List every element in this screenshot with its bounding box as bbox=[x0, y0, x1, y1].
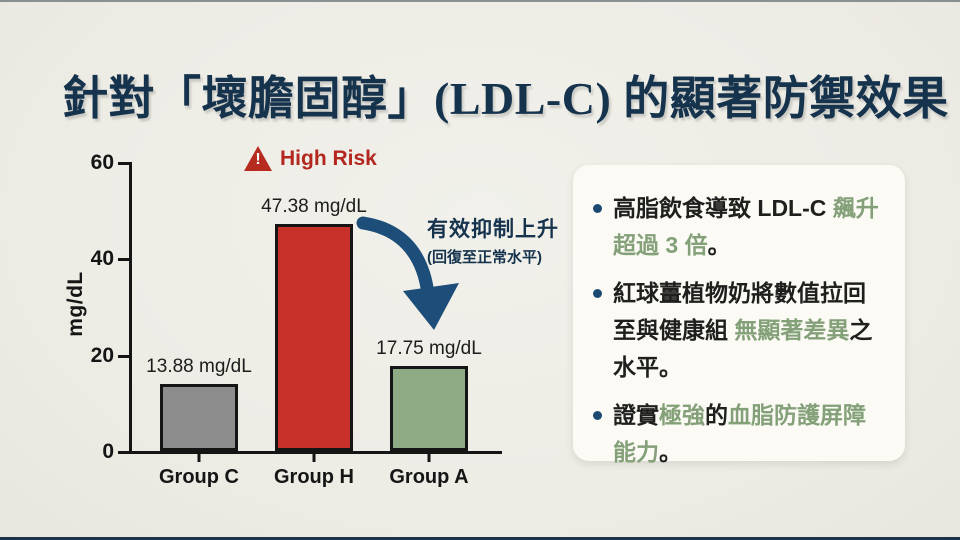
bar-value-label: 47.38 mg/dL bbox=[261, 196, 367, 217]
bullet-dot-icon bbox=[593, 289, 602, 298]
bar-group-c-bar bbox=[160, 384, 238, 451]
x-tick bbox=[312, 454, 316, 462]
bullet-dot-icon bbox=[593, 204, 602, 213]
bullet-1-part-2: 飆升超過 3 倍 bbox=[613, 195, 879, 258]
decrease-arrow bbox=[356, 216, 459, 330]
bullet-2-part-2: 無顯著差異 bbox=[734, 317, 850, 343]
y-tick-20 bbox=[118, 355, 129, 358]
bar-group-a-bar bbox=[390, 366, 468, 451]
high-risk-flag: High Risk bbox=[244, 146, 377, 171]
key-points-panel: 高脂飲食導致 LDL-C 飆升超過 3 倍。 紅球薑植物奶將數值拉回至與健康組 … bbox=[573, 165, 905, 465]
bullet-2-part-3: 之水平。 bbox=[613, 317, 873, 380]
arrow-annotation: 有效抑制上升 (回復至正常水平) bbox=[427, 213, 559, 267]
y-tick-label-60: 60 bbox=[90, 151, 114, 174]
bullet-3-part-4: 血脂防護屏障能力 bbox=[613, 402, 866, 465]
bullet-1-part-1: 高脂飲食導致 LDL-C bbox=[613, 195, 833, 221]
bar-group-a: 17.75 mg/dL Group A bbox=[376, 338, 482, 488]
bullet-2-text: 紅球薑植物奶將數值拉回至與健康組 無顯著差異之水平。 bbox=[613, 275, 887, 386]
bar-category-label: Group C bbox=[159, 466, 239, 488]
y-tick-label-0: 0 bbox=[102, 440, 114, 463]
bullet-3-part-3: 的 bbox=[705, 402, 728, 428]
bar-category-label: Group A bbox=[389, 466, 469, 488]
page-title: 針對「壞膽固醇」(LDL-C) 的顯著防禦效果 bbox=[62, 72, 949, 124]
bullet-3-part-1: 證實 bbox=[613, 402, 659, 428]
bar-group-h: 47.38 mg/dL Group H bbox=[261, 196, 367, 488]
bullet-3-part-5: 。 bbox=[659, 439, 682, 465]
bullet-1-part-3: 。 bbox=[707, 232, 731, 258]
x-tick bbox=[427, 454, 431, 462]
y-axis-line bbox=[129, 162, 132, 454]
bar-group-h-bar bbox=[275, 224, 353, 451]
bullet-1-text: 高脂飲食導致 LDL-C 飆升超過 3 倍。 bbox=[613, 190, 887, 264]
x-tick bbox=[197, 454, 201, 462]
top-border-line bbox=[0, 0, 960, 2]
bar-group-c: 13.88 mg/dL Group C bbox=[146, 356, 252, 488]
x-axis-line bbox=[129, 451, 502, 454]
arrow-annotation-title: 有效抑制上升 bbox=[427, 218, 559, 241]
bar-value-label: 17.75 mg/dL bbox=[376, 338, 482, 359]
arrow-annotation-subtitle: (回復至正常水平) bbox=[427, 249, 542, 266]
y-tick-label-40: 40 bbox=[90, 247, 114, 270]
list-item: 高脂飲食導致 LDL-C 飆升超過 3 倍。 bbox=[593, 190, 887, 264]
bar-category-label: Group H bbox=[274, 466, 354, 488]
list-item: 證實極強的血脂防護屏障能力。 bbox=[593, 397, 887, 471]
warning-triangle-icon bbox=[244, 146, 272, 171]
bullet-3-text: 證實極強的血脂防護屏障能力。 bbox=[613, 397, 887, 471]
y-tick-40 bbox=[118, 258, 129, 261]
bullet-3-part-2: 極強 bbox=[659, 402, 705, 428]
y-axis-title: mg/dL bbox=[64, 271, 87, 337]
bullet-2-part-1: 紅球薑植物奶將數值拉回至與健康組 bbox=[613, 280, 866, 343]
y-tick-label-20: 20 bbox=[90, 344, 114, 367]
y-tick-60 bbox=[118, 162, 129, 165]
key-points-list: 高脂飲食導致 LDL-C 飆升超過 3 倍。 紅球薑植物奶將數值拉回至與健康組 … bbox=[593, 190, 887, 471]
y-tick-0 bbox=[118, 451, 129, 454]
high-risk-label: High Risk bbox=[280, 146, 377, 170]
bar-value-label: 13.88 mg/dL bbox=[146, 356, 252, 377]
bullet-dot-icon bbox=[593, 411, 602, 420]
list-item: 紅球薑植物奶將數值拉回至與健康組 無顯著差異之水平。 bbox=[593, 275, 887, 386]
bottom-border-line bbox=[0, 537, 960, 540]
